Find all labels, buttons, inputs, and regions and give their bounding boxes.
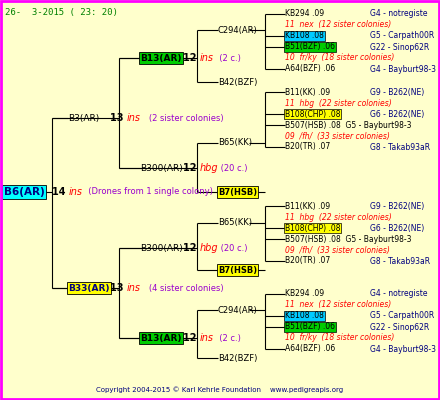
Text: B20(TR) .07: B20(TR) .07 — [285, 256, 330, 266]
Text: KB108 .08: KB108 .08 — [285, 32, 324, 40]
Text: G4 - notregiste: G4 - notregiste — [370, 290, 428, 298]
Text: G8 - Takab93aR: G8 - Takab93aR — [370, 142, 430, 152]
Text: G8 - Takab93aR: G8 - Takab93aR — [370, 256, 430, 266]
Text: hbg: hbg — [200, 243, 219, 253]
Text: (2 sister colonies): (2 sister colonies) — [141, 114, 224, 122]
Text: A64(BZF) .06: A64(BZF) .06 — [285, 344, 335, 354]
Text: G4 - Bayburt98-3: G4 - Bayburt98-3 — [370, 344, 436, 354]
Text: B33(AR): B33(AR) — [68, 284, 110, 292]
Text: G6 - B262(NE): G6 - B262(NE) — [370, 224, 424, 232]
Text: 12: 12 — [183, 333, 200, 343]
Text: B51(BZF) .06: B51(BZF) .06 — [285, 322, 335, 332]
Text: (2 c.): (2 c.) — [214, 334, 241, 342]
Text: G4 - Bayburt98-3: G4 - Bayburt98-3 — [370, 64, 436, 74]
Text: 13: 13 — [110, 113, 127, 123]
Text: ins: ins — [127, 283, 141, 293]
Text: 09  /fh/  (33 sister colonies): 09 /fh/ (33 sister colonies) — [285, 132, 390, 140]
Text: B13(AR): B13(AR) — [140, 54, 181, 62]
Text: 12: 12 — [183, 163, 200, 173]
Text: B108(CHP) .08: B108(CHP) .08 — [285, 110, 341, 118]
Text: 11  nex  (12 sister colonies): 11 nex (12 sister colonies) — [285, 20, 391, 30]
Text: G4 - notregiste: G4 - notregiste — [370, 10, 428, 18]
Text: B51(BZF) .06: B51(BZF) .06 — [285, 42, 335, 52]
Text: 26-  3-2015 ( 23: 20): 26- 3-2015 ( 23: 20) — [5, 8, 118, 17]
Text: G6 - B262(NE): G6 - B262(NE) — [370, 110, 424, 118]
Text: B7(HSB): B7(HSB) — [218, 266, 257, 274]
Text: (20 c.): (20 c.) — [219, 244, 248, 252]
Text: B3(AR): B3(AR) — [68, 114, 99, 122]
Text: 11  hbg  (22 sister colonies): 11 hbg (22 sister colonies) — [285, 212, 392, 222]
Text: B300(AR): B300(AR) — [140, 164, 183, 172]
Text: KB294 .09: KB294 .09 — [285, 10, 324, 18]
Text: (4 sister colonies): (4 sister colonies) — [141, 284, 224, 292]
Text: 12: 12 — [183, 243, 200, 253]
Text: (Drones from 1 single colony): (Drones from 1 single colony) — [83, 188, 213, 196]
Text: (20 c.): (20 c.) — [219, 164, 248, 172]
Text: 11  nex  (12 sister colonies): 11 nex (12 sister colonies) — [285, 300, 391, 310]
Text: B65(KK): B65(KK) — [218, 218, 252, 228]
Text: B42(BZF): B42(BZF) — [218, 78, 257, 86]
Text: B300(AR): B300(AR) — [140, 244, 183, 252]
Text: ins: ins — [69, 187, 83, 197]
Text: Copyright 2004-2015 © Karl Kehrle Foundation    www.pedigreapis.org: Copyright 2004-2015 © Karl Kehrle Founda… — [96, 386, 344, 393]
Text: B11(KK) .09: B11(KK) .09 — [285, 88, 330, 96]
Text: B20(TR) .07: B20(TR) .07 — [285, 142, 330, 152]
Text: B7(HSB): B7(HSB) — [218, 188, 257, 196]
Text: G5 - Carpath00R: G5 - Carpath00R — [370, 312, 434, 320]
Text: ins: ins — [127, 113, 141, 123]
Text: 11  hbg  (22 sister colonies): 11 hbg (22 sister colonies) — [285, 98, 392, 108]
Text: B42(BZF): B42(BZF) — [218, 354, 257, 362]
Text: G9 - B262(NE): G9 - B262(NE) — [370, 88, 424, 96]
Text: 10  fr/ky  (18 sister colonies): 10 fr/ky (18 sister colonies) — [285, 334, 394, 342]
Text: B11(KK) .09: B11(KK) .09 — [285, 202, 330, 210]
Text: B6(AR): B6(AR) — [4, 187, 45, 197]
Text: A64(BZF) .06: A64(BZF) .06 — [285, 64, 335, 74]
Text: (2 c.): (2 c.) — [214, 54, 241, 62]
Text: B65(KK): B65(KK) — [218, 138, 252, 148]
Text: G5 - Carpath00R: G5 - Carpath00R — [370, 32, 434, 40]
Text: C294(AR): C294(AR) — [218, 306, 258, 314]
Text: B13(AR): B13(AR) — [140, 334, 181, 342]
Text: hbg: hbg — [200, 163, 219, 173]
Text: KB294 .09: KB294 .09 — [285, 290, 324, 298]
Text: 10  fr/ky  (18 sister colonies): 10 fr/ky (18 sister colonies) — [285, 54, 394, 62]
Text: 13: 13 — [110, 283, 127, 293]
Text: G22 - Sinop62R: G22 - Sinop62R — [370, 322, 429, 332]
Text: B108(CHP) .08: B108(CHP) .08 — [285, 224, 341, 232]
Text: 12: 12 — [183, 53, 200, 63]
Text: C294(AR): C294(AR) — [218, 26, 258, 34]
Text: G22 - Sinop62R: G22 - Sinop62R — [370, 42, 429, 52]
Text: B507(HSB) .08  G5 - Bayburt98-3: B507(HSB) .08 G5 - Bayburt98-3 — [285, 120, 411, 130]
Text: KB108 .08: KB108 .08 — [285, 312, 324, 320]
Text: 09  /fh/  (33 sister colonies): 09 /fh/ (33 sister colonies) — [285, 246, 390, 254]
Text: G9 - B262(NE): G9 - B262(NE) — [370, 202, 424, 210]
Text: 14: 14 — [52, 187, 69, 197]
Text: ins: ins — [200, 53, 214, 63]
Text: B507(HSB) .08  G5 - Bayburt98-3: B507(HSB) .08 G5 - Bayburt98-3 — [285, 234, 411, 244]
Text: ins: ins — [200, 333, 214, 343]
